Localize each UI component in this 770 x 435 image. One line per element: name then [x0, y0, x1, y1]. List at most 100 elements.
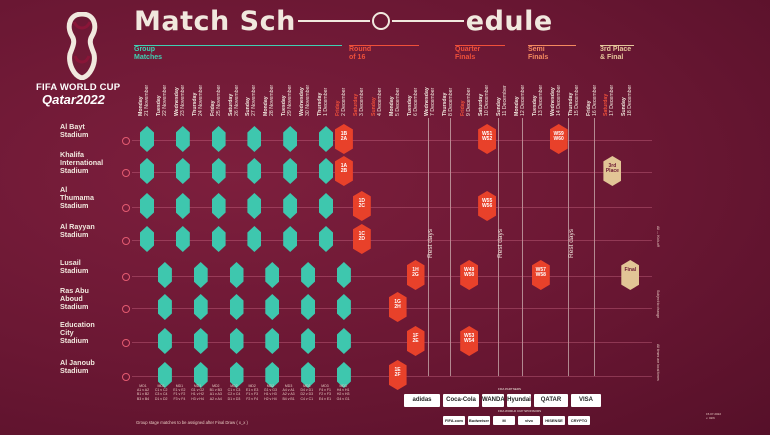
date-text: 11 December [501, 85, 508, 116]
date-text: 27 November [250, 84, 257, 116]
date-label: Thursday 1 December [317, 88, 329, 116]
sponsor-logo: FIFA.com [443, 416, 465, 425]
sponsor-logo: CRYPTO [568, 416, 590, 425]
knockout-match-hex: 1E 2F [388, 360, 407, 390]
group-match-hex [301, 362, 316, 388]
matchday-label: MD2 [212, 384, 220, 388]
date-text: 17 December [608, 84, 615, 116]
group-match-hex [157, 328, 172, 354]
group-fixtures: MD3 H4 v H1 H2 v H3 G4 v G1 [334, 384, 352, 401]
world-cup-trophy-icon [66, 12, 98, 80]
group-match-hex [193, 328, 208, 354]
title-line-decor [297, 19, 370, 22]
fixture-pair: B3 v B4 [136, 396, 150, 401]
side-note: All times are local times [656, 344, 660, 381]
row-divider [132, 240, 652, 241]
date-text: 14 December [555, 84, 562, 116]
date-text: 26 November [233, 84, 239, 116]
date-column: Monday 21 November [138, 70, 152, 116]
group-match-hex [229, 294, 244, 320]
group-match-hex [319, 158, 333, 184]
group-fixtures: MD2 E1 v E3 F1 v F3 F2 v F4 [243, 384, 261, 401]
group-fixtures: MD1 A1 v A2 B1 v B2 B3 v B4 [134, 384, 152, 401]
date-label: Friday 9 December [460, 87, 472, 116]
group-match-hex [283, 193, 298, 219]
group-match-hex [211, 126, 226, 152]
date-column: Thursday 24 November [192, 70, 206, 116]
rest-days-label: Rest days [496, 229, 504, 258]
knockout-match-hex: 1B 2A [334, 124, 353, 154]
title-line-decor [391, 19, 464, 22]
fixture-pair: A4 v A1 [282, 388, 295, 393]
date-column: Sunday 18 December [621, 70, 635, 116]
kickoff-time-icon [122, 204, 130, 212]
group-fixtures: MD2 C1 v C3 C2 v C4 D1 v D3 [225, 384, 243, 401]
date-column: Tuesday 13 December [532, 70, 546, 116]
group-match-hex [283, 126, 298, 152]
date-text: 8 December [447, 87, 454, 116]
match-teams: W59 W60 [553, 131, 564, 142]
fixture-pair: D4 v D1 [300, 388, 314, 393]
group-match-hex [157, 294, 172, 320]
rest-separator [522, 118, 523, 376]
match-teams: 1C 2D [358, 231, 365, 242]
matchday-label: MD3 [284, 384, 293, 388]
match-teams: Final [624, 267, 637, 273]
date-column: Wednesday 30 November [299, 70, 313, 116]
date-text: 30 November [304, 84, 311, 116]
group-match-hex [229, 328, 244, 354]
group-match-hex [319, 126, 333, 152]
date-column: Thursday 1 December [317, 70, 331, 116]
date-text: 24 November [197, 84, 204, 116]
row-divider [132, 172, 652, 173]
date-label: Tuesday 6 December [407, 87, 419, 116]
fixture-pair: F2 v F4 [246, 396, 259, 401]
kickoff-time-icon [122, 273, 130, 281]
stage-qf-line [455, 45, 505, 46]
date-label: Tuesday 13 December [532, 85, 544, 116]
date-column: Tuesday 22 November [156, 70, 170, 116]
date-label: Friday 25 November [210, 85, 222, 116]
knockout-match-hex: W57 W58 [531, 260, 550, 290]
date-column: Sunday 4 December [371, 70, 385, 116]
date-label: Monday 28 November [263, 85, 275, 116]
fixture-pair: H2 v H4 [264, 396, 277, 401]
knockout-match-hex: W53 W54 [460, 326, 479, 356]
date-text: 6 December [412, 87, 418, 116]
fixture-pair: C1 v C3 [227, 388, 241, 393]
knockout-match-hex: W59 W60 [549, 124, 568, 154]
kickoff-time-icon [122, 137, 130, 145]
sponsor-logo: vivo [518, 416, 540, 425]
date-text: 15 December [573, 84, 580, 116]
knockout-match-hex: W49 W50 [460, 260, 479, 290]
date-text: 9 December [465, 87, 472, 116]
group-match-hex [247, 126, 262, 152]
date-text: 10 December [483, 84, 490, 116]
group-match-hex [193, 262, 208, 288]
date-column: Friday 16 December [586, 70, 600, 116]
group-match-hex [157, 362, 172, 388]
knockout-match-hex: 3rd Place [603, 156, 622, 186]
partner-logo: VISA [571, 394, 601, 407]
sponsors-heading: FIFA WORLD CUP SPONSORS [498, 409, 542, 413]
match-teams: 1G 2H [394, 299, 401, 310]
group-match-hex [265, 262, 280, 288]
knockout-match-hex: Final [621, 260, 640, 290]
group-fixtures: MD1 G1 v G2 H1 v H2 H3 v H4 [189, 384, 207, 401]
group-fixtures: MD3 F4 v F1 F2 v F3 E4 v E1 [316, 384, 334, 401]
date-column: Saturday 3 December [353, 70, 367, 116]
group-match-hex [301, 262, 316, 288]
knockout-match-hex: 1A 2B [334, 156, 353, 186]
group-match-hex [193, 294, 208, 320]
date-column: Friday 9 December [460, 70, 474, 116]
stage-r16-line [349, 45, 419, 46]
date-label: Wednesday 30 November [299, 84, 311, 116]
fixture-pair: H3 v H4 [191, 396, 204, 401]
partner-logo: QATAR [534, 394, 568, 407]
fixture-pair: D2 v D3 [300, 392, 314, 397]
fixture-pair: A1 v A2 [136, 388, 150, 393]
group-match-hex [265, 328, 280, 354]
rest-days-label: Rest days [426, 229, 434, 258]
group-match-hex [319, 193, 333, 219]
